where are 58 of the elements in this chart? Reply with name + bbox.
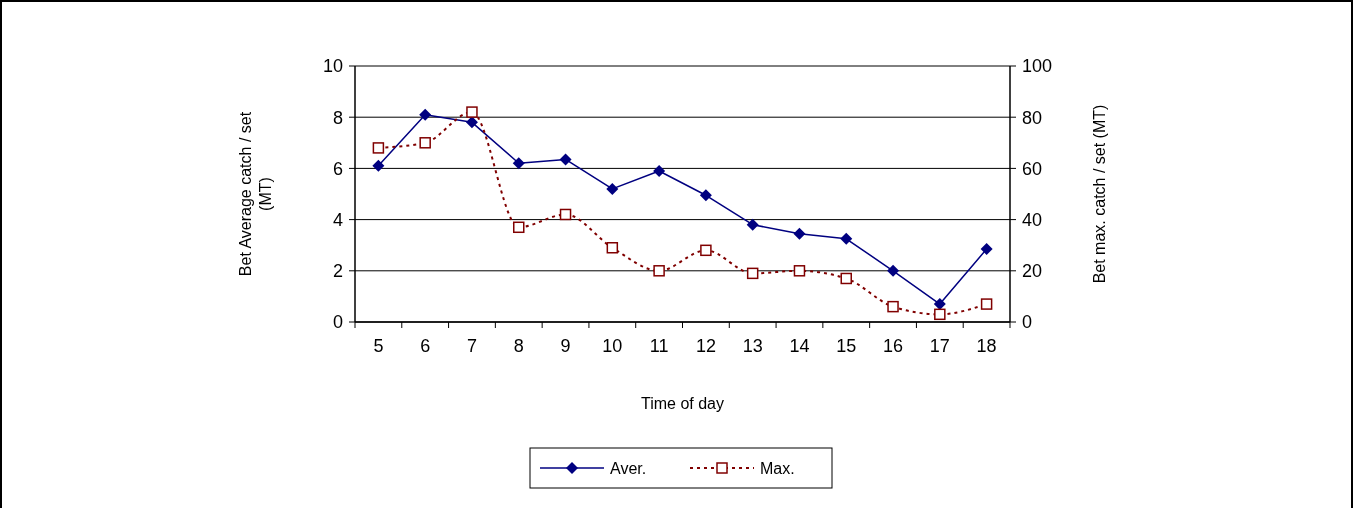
x-tick-label: 18 [976, 336, 997, 356]
x-tick-label: 16 [883, 336, 904, 356]
x-tick-label: 10 [602, 336, 623, 356]
point [513, 221, 525, 234]
point [980, 243, 993, 256]
x-tick-label: 8 [513, 336, 524, 356]
point [559, 208, 572, 221]
y2-tick-label: 20 [1022, 261, 1043, 282]
x-tick-label: 5 [373, 336, 384, 356]
y-tick-label: 4 [332, 209, 343, 230]
x-tick-label: 13 [742, 336, 763, 356]
point [840, 232, 853, 245]
point [372, 142, 385, 154]
point [606, 242, 619, 254]
y-tick-label: 6 [332, 158, 343, 179]
point [465, 116, 478, 129]
point [887, 300, 899, 313]
point [653, 265, 665, 277]
point [934, 308, 946, 321]
point [746, 267, 759, 280]
y-axis-title: Bet Average catch / set (MT) [237, 111, 274, 277]
point [466, 106, 478, 118]
x-tick-label: 9 [560, 336, 571, 356]
x-axis-title: Time of day [641, 395, 724, 412]
point [419, 137, 431, 149]
point [512, 157, 525, 170]
x-tick-label: 6 [420, 336, 431, 356]
y-tick-label: 2 [332, 261, 343, 282]
x-tick-label: 12 [695, 336, 716, 356]
point [559, 153, 572, 166]
point [980, 298, 993, 310]
y2-tick-label: 80 [1022, 107, 1043, 128]
legend-label: Aver. [610, 459, 647, 477]
y-tick-label: 0 [332, 312, 343, 333]
y2-axis-title: Bet max. catch / set (MT) [1091, 104, 1108, 284]
point [840, 272, 852, 285]
point [699, 189, 712, 202]
x-tick-label: 7 [466, 336, 477, 356]
point [793, 227, 806, 240]
point [419, 108, 432, 121]
y-tick-label: 10 [322, 56, 343, 77]
y2-tick-label: 0 [1022, 312, 1033, 333]
point [700, 244, 712, 257]
point [653, 164, 666, 177]
legend-label: Max. [760, 459, 795, 477]
x-tick-label: 15 [836, 336, 857, 356]
y2-tick-label: 100 [1022, 56, 1053, 77]
y2-tick-label: 60 [1022, 158, 1043, 179]
y2-tick-label: 40 [1022, 209, 1043, 230]
x-tick-label: 14 [789, 336, 810, 356]
point [887, 264, 900, 277]
x-tick-label: 11 [649, 336, 669, 356]
y-tick-label: 8 [332, 107, 343, 128]
point [746, 218, 759, 231]
point [372, 159, 385, 172]
point [793, 265, 806, 277]
point [606, 182, 619, 195]
x-tick-label: 17 [929, 336, 950, 356]
